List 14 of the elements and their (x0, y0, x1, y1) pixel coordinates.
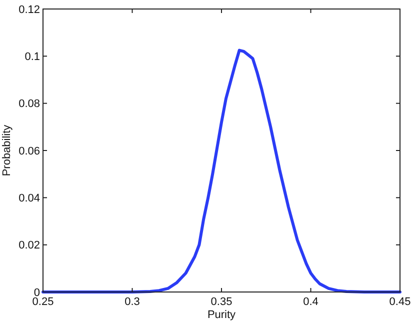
y-tick-label: 0.08 (18, 98, 40, 110)
y-axis-title: Probability (1, 124, 13, 176)
y-tick-label: 0.04 (18, 192, 40, 205)
line-series (42, 48, 402, 294)
x-tick-label: 0.35 (210, 296, 232, 308)
x-tick-label: 0.45 (389, 296, 411, 308)
x-tick-label: 0.3 (124, 296, 140, 308)
x-axis-title: Purity (207, 309, 236, 321)
y-tick-label: 0.02 (18, 240, 40, 252)
x-tick-label: 0.25 (32, 296, 54, 308)
x-tick-label: 0.4 (303, 296, 318, 308)
y-tick-label: 0.1 (24, 51, 40, 64)
y-tick-label: 0.06 (18, 145, 40, 158)
y-tick-label: 0.12 (18, 4, 40, 16)
